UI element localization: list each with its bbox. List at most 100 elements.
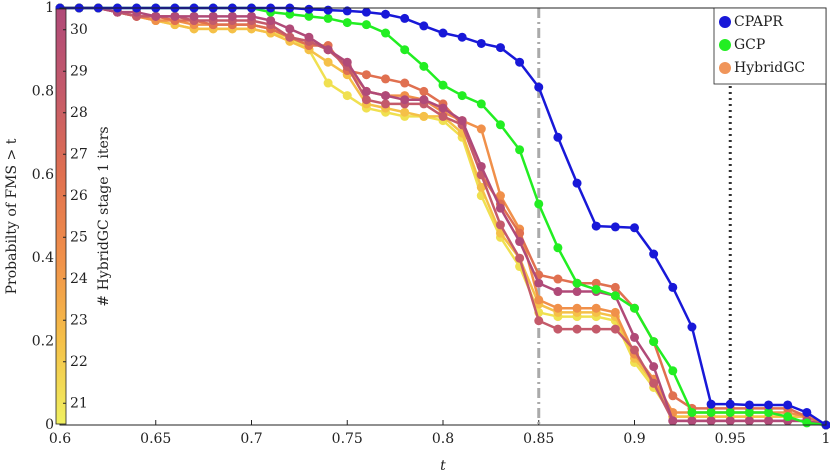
point bbox=[572, 303, 582, 313]
point bbox=[419, 61, 429, 71]
point bbox=[476, 161, 486, 171]
point bbox=[783, 400, 793, 410]
point bbox=[495, 220, 505, 230]
y-tick-label: 1 bbox=[45, 0, 54, 16]
x-axis-label: t bbox=[440, 458, 446, 474]
point bbox=[323, 5, 333, 15]
point bbox=[553, 243, 563, 253]
point bbox=[649, 337, 659, 347]
point bbox=[495, 43, 505, 53]
point bbox=[189, 11, 199, 21]
point bbox=[630, 332, 639, 342]
point bbox=[610, 307, 620, 317]
legend-label: CPAPR bbox=[734, 14, 783, 30]
x-tick-label: 0.6 bbox=[49, 431, 71, 447]
point bbox=[802, 407, 812, 417]
point bbox=[361, 70, 371, 80]
point bbox=[476, 124, 486, 134]
point bbox=[495, 191, 505, 201]
legend-marker bbox=[719, 62, 731, 74]
point bbox=[591, 284, 601, 294]
point bbox=[304, 4, 314, 14]
point bbox=[438, 111, 448, 121]
point bbox=[304, 32, 314, 42]
point bbox=[764, 407, 774, 417]
point bbox=[668, 416, 678, 426]
point bbox=[687, 322, 697, 332]
point bbox=[706, 407, 716, 417]
point bbox=[764, 400, 774, 410]
colorbar-tick-label: 29 bbox=[70, 63, 88, 79]
point bbox=[687, 416, 697, 426]
y-tick-label: 0.2 bbox=[32, 334, 54, 350]
point bbox=[342, 57, 352, 67]
point bbox=[649, 362, 659, 372]
y-tick-label: 0.6 bbox=[32, 167, 54, 183]
point bbox=[534, 295, 544, 305]
point bbox=[323, 45, 333, 55]
point bbox=[419, 21, 429, 31]
colorbar-tick-label: 23 bbox=[70, 312, 88, 328]
x-tick-label: 0.75 bbox=[332, 431, 363, 447]
point bbox=[457, 32, 467, 42]
point bbox=[381, 91, 391, 101]
legend-box bbox=[713, 7, 827, 85]
x-tick-label: 0.95 bbox=[715, 431, 746, 447]
point bbox=[361, 86, 371, 96]
point bbox=[591, 303, 601, 313]
point bbox=[553, 324, 563, 334]
point bbox=[610, 222, 620, 232]
point bbox=[610, 282, 620, 292]
point bbox=[400, 45, 410, 55]
point bbox=[304, 11, 314, 21]
point bbox=[476, 99, 486, 109]
point bbox=[783, 412, 793, 422]
point bbox=[591, 278, 601, 288]
colorbar-label: # HybridGC stage 1 iters bbox=[96, 126, 112, 306]
point bbox=[227, 11, 237, 21]
colorbar-tick-label: 22 bbox=[70, 354, 88, 370]
point bbox=[419, 86, 429, 96]
legend-label: HybridGC bbox=[734, 60, 805, 76]
point bbox=[649, 249, 659, 259]
point bbox=[553, 303, 563, 313]
point bbox=[400, 78, 410, 88]
point bbox=[744, 400, 754, 410]
x-tick-label: 1 bbox=[822, 431, 830, 447]
point bbox=[342, 91, 352, 101]
point bbox=[610, 324, 620, 334]
point bbox=[495, 120, 505, 130]
point bbox=[630, 223, 639, 233]
point bbox=[323, 57, 333, 67]
point bbox=[400, 13, 410, 23]
point bbox=[610, 291, 620, 301]
point bbox=[400, 95, 410, 105]
point bbox=[649, 378, 659, 388]
point bbox=[534, 199, 544, 209]
point bbox=[170, 11, 180, 21]
point bbox=[572, 178, 582, 188]
point bbox=[151, 11, 161, 21]
point bbox=[534, 278, 544, 288]
y-axis-label: Probabilty of FMS > t bbox=[4, 138, 20, 294]
point bbox=[515, 253, 525, 263]
point bbox=[764, 416, 774, 426]
point bbox=[534, 316, 544, 326]
point bbox=[725, 416, 735, 426]
point bbox=[706, 416, 716, 426]
colorbar-tick-label: 28 bbox=[70, 105, 88, 121]
point bbox=[361, 7, 371, 17]
point bbox=[630, 345, 639, 355]
point bbox=[668, 366, 678, 376]
point bbox=[553, 274, 563, 284]
point bbox=[419, 111, 429, 121]
point bbox=[591, 324, 601, 334]
y-tick-label: 0 bbox=[45, 417, 54, 433]
point bbox=[515, 237, 525, 247]
point bbox=[706, 399, 716, 409]
point bbox=[419, 95, 429, 105]
point bbox=[572, 287, 582, 297]
point bbox=[208, 11, 218, 21]
point bbox=[515, 57, 525, 67]
